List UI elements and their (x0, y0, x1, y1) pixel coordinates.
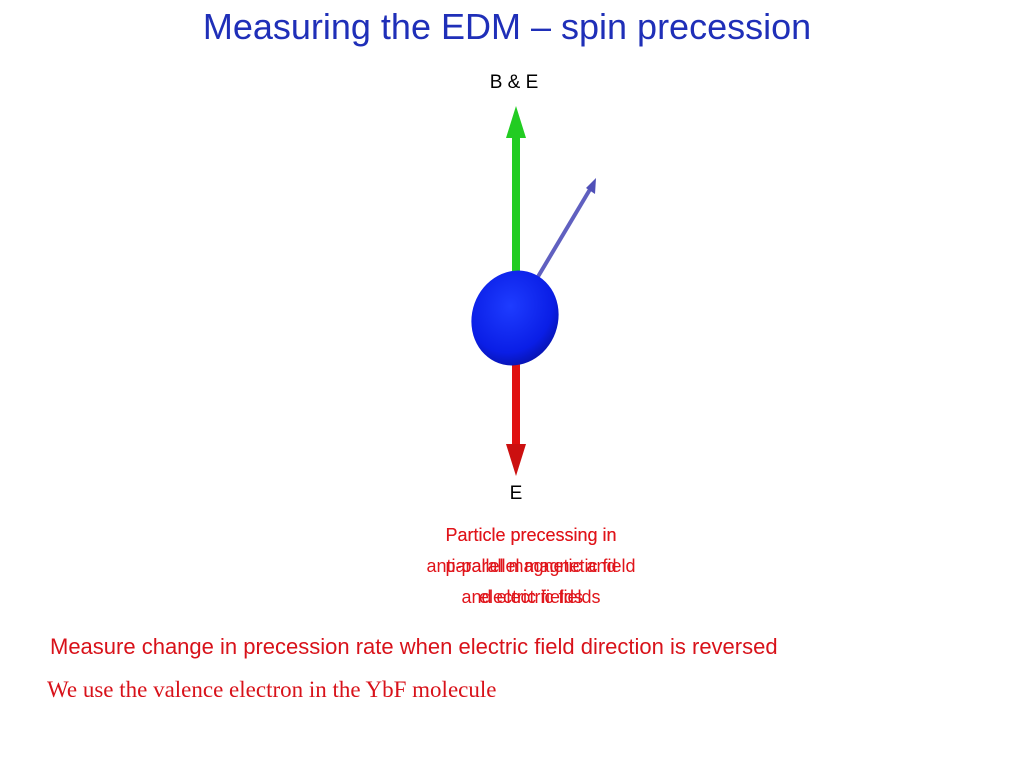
caption: Particle precessing in parallel magnetic… (331, 520, 731, 613)
caption-line: anti-parallel magnetic field (426, 556, 636, 576)
electric-arrow-head (506, 444, 526, 476)
caption-line: parallel magnetic and (445, 556, 617, 576)
caption-line: and electric fields (461, 587, 601, 607)
caption-line: Particle precessing in (445, 525, 617, 545)
top-label: B & E (489, 72, 539, 93)
caption: Particle precessing in anti-parallel mag… (331, 520, 731, 613)
bottom-label: E (509, 483, 523, 504)
body-line: Measure change in precession rate when e… (50, 634, 778, 659)
field-arrow-head (506, 106, 526, 138)
particle (471, 270, 559, 366)
spin-arrow-shaft (534, 184, 594, 282)
slide-title: Measuring the EDM – spin precession (202, 6, 812, 47)
caption-line: Particle precessing in (445, 525, 617, 545)
caption-line: electric fields (478, 587, 584, 607)
spin-arrow-head (586, 178, 596, 194)
body-line: We use the valence electron in the YbF m… (47, 677, 497, 702)
